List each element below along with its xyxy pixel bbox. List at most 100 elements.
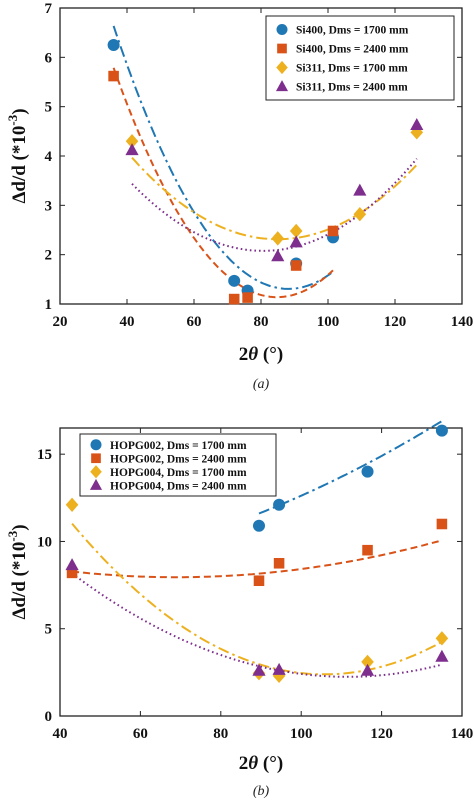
x-tick-label: 100 (317, 314, 340, 330)
y-tick-label: 6 (45, 50, 53, 66)
data-point-diamond (435, 631, 449, 646)
data-point-square (273, 557, 285, 569)
legend-marker-circle (90, 439, 102, 451)
data-point-diamond (271, 231, 285, 246)
legend-label: HOPG004, Dms = 1700 mm (110, 467, 247, 479)
fit-line-square (71, 539, 443, 579)
data-point-square (242, 292, 253, 303)
fit-line-square (112, 67, 334, 299)
data-point-diamond (125, 134, 139, 149)
legend-marker-circle (276, 24, 288, 35)
data-point-square (436, 518, 448, 530)
data-point-triangle (353, 183, 367, 196)
fit-line-circle (258, 420, 443, 515)
x-tick-label: 40 (120, 314, 135, 330)
data-point-square (327, 225, 339, 237)
data-point-square (66, 567, 78, 579)
x-axis-title-a: 2θ (°) (239, 344, 283, 365)
y-tick-label: 5 (45, 622, 53, 638)
fit-line-diamond (131, 157, 418, 241)
legend-a: Si400, Dms = 1700 mm Si400, Dms = 2400 mm… (265, 15, 455, 101)
data-point-circle (361, 465, 374, 478)
legend-marker-square (277, 43, 287, 54)
axis-ticks-a: 20 40 60 80 100 120 140 1 2 3 4 5 6 7 (45, 1, 474, 330)
fit-curves-a (112, 25, 418, 299)
plot-area-b (59, 427, 463, 717)
x-tick-label: 140 (451, 726, 474, 742)
chart-panel-a: 20 40 60 80 100 120 140 1 2 3 4 5 6 7 Si400, Dms = 17… (5, 1, 473, 392)
legend-label: Si400, Dms = 1700 mm (296, 25, 409, 37)
data-point-triangle (65, 558, 79, 571)
data-point-square (362, 544, 373, 556)
y-tick-label: 5 (45, 100, 53, 116)
data-point-circle (228, 274, 241, 287)
data-point-square (108, 70, 119, 82)
fit-line-triangle (71, 572, 443, 678)
x-tick-label: 60 (133, 726, 148, 742)
fit-line-diamond (71, 522, 443, 676)
legend-label: HOPG002, Dms = 2400 mm (110, 453, 247, 465)
data-markers-a (107, 39, 424, 305)
x-tick-label: 100 (290, 726, 313, 742)
legend-marker-triangle (275, 80, 289, 92)
y-tick-label: 2 (45, 248, 53, 264)
legend-label: Si311, Dms = 1700 mm (296, 63, 408, 75)
data-point-circle (252, 519, 265, 532)
y-tick-label: 15 (37, 447, 52, 463)
legend-label: Si400, Dms = 2400 mm (296, 44, 409, 56)
chart-panel-b: 40 60 80 100 120 140 0 5 10 15 HOPG002, Dms = 170… (5, 420, 473, 799)
data-point-triangle (289, 235, 303, 248)
data-point-triangle (271, 249, 285, 262)
data-point-triangle (252, 663, 266, 676)
data-point-triangle (125, 143, 139, 156)
data-point-circle (273, 498, 286, 511)
x-tick-label: 20 (53, 314, 68, 330)
x-tick-label: 80 (213, 726, 228, 742)
data-point-diamond (289, 223, 303, 239)
x-tick-label: 80 (254, 314, 269, 330)
caption-a: (a) (253, 377, 270, 392)
data-point-triangle (410, 118, 424, 131)
caption-b: (b) (253, 784, 270, 799)
data-markers-b (65, 424, 449, 684)
x-axis-title-b: 2θ (°) (239, 753, 283, 774)
legend-marker-diamond (90, 465, 102, 479)
y-axis-title-a: Δd/d (*10-3) (5, 108, 30, 203)
data-point-diamond (410, 125, 424, 140)
legend-label: Si311, Dms = 2400 mm (296, 82, 408, 94)
data-point-circle (435, 424, 448, 437)
y-tick-label: 1 (45, 297, 53, 313)
legend-box-a (265, 15, 455, 101)
fit-curves-b (71, 420, 443, 678)
data-point-circle (107, 39, 120, 51)
data-point-square (253, 575, 265, 587)
y-tick-label: 3 (45, 198, 53, 214)
fit-line-circle (112, 25, 334, 290)
data-point-diamond (361, 654, 374, 670)
data-point-diamond (353, 207, 367, 222)
x-tick-label: 120 (370, 726, 393, 742)
x-tick-label: 140 (451, 314, 474, 330)
x-tick-label: 60 (187, 314, 202, 330)
legend-label: HOPG004, Dms = 2400 mm (110, 480, 247, 492)
y-axis-title-b: Δd/d (*10-3) (5, 524, 30, 619)
data-point-square (228, 293, 240, 305)
x-tick-label: 120 (384, 314, 407, 330)
data-point-triangle (360, 663, 375, 676)
legend-label: HOPG002, Dms = 1700 mm (110, 440, 247, 452)
axis-ticks-b: 40 60 80 100 120 140 0 5 10 15 (37, 428, 473, 742)
x-tick-label: 40 (53, 726, 68, 742)
legend-marker-triangle (89, 478, 103, 490)
y-tick-label: 4 (45, 149, 53, 165)
y-tick-label: 7 (45, 1, 53, 17)
legend-box-b (79, 433, 277, 497)
data-point-diamond (65, 497, 79, 512)
legend-marker-diamond (276, 60, 288, 75)
y-tick-label: 10 (37, 534, 52, 550)
data-point-square (290, 260, 302, 271)
legend-marker-square (91, 453, 101, 464)
data-point-triangle (435, 649, 449, 662)
data-point-triangle (272, 662, 286, 675)
